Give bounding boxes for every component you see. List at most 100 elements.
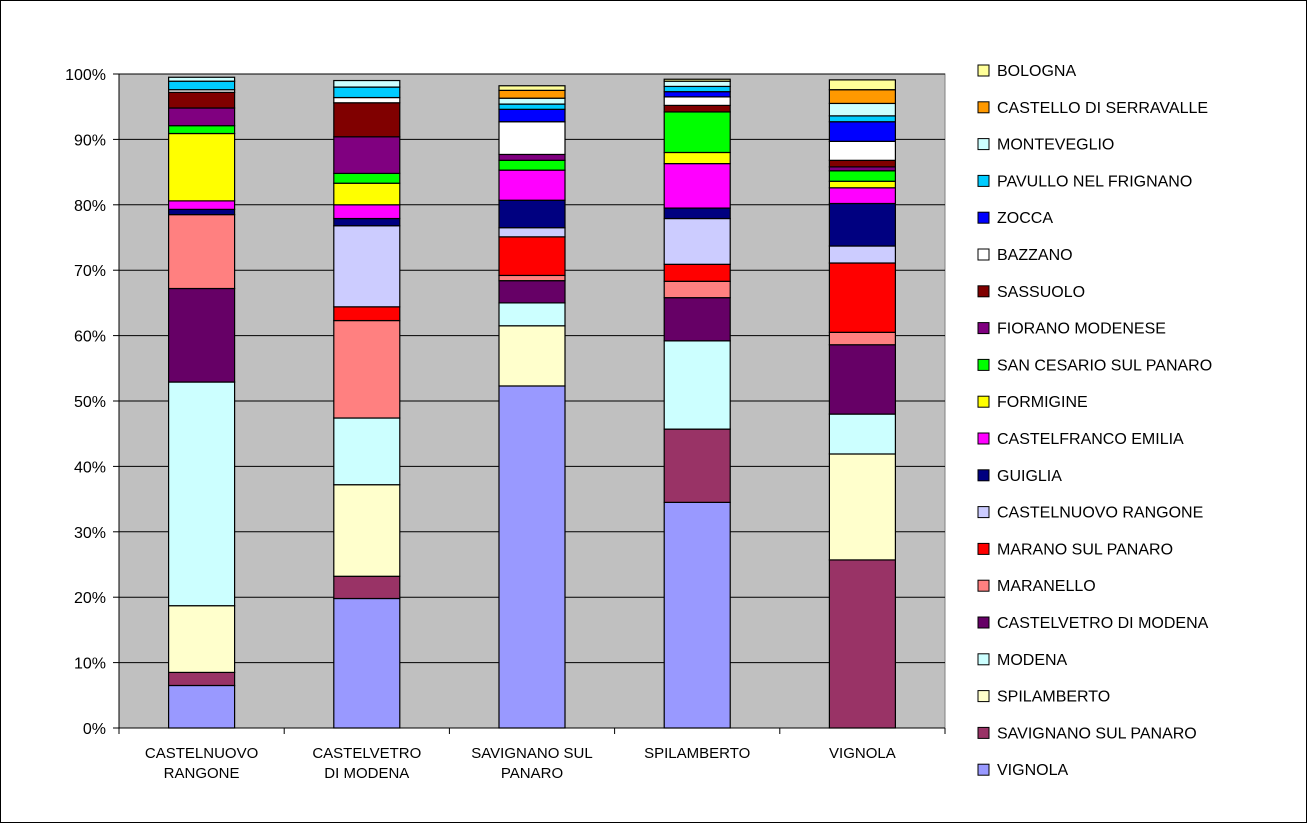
legend-swatch xyxy=(977,358,990,371)
legend-swatch xyxy=(977,579,990,592)
bar-segment xyxy=(333,172,401,184)
bar-segment xyxy=(498,85,566,91)
bar-segment xyxy=(663,428,731,503)
legend-swatch xyxy=(977,211,990,224)
bar-stack xyxy=(828,79,897,729)
y-tick-label: 90% xyxy=(74,132,106,149)
bar-segment xyxy=(168,605,236,674)
legend-item: VIGNOLA xyxy=(977,762,1068,779)
legend-label: SPILAMBERTO xyxy=(997,689,1110,706)
x-tick-label: CASTELNUOVO xyxy=(145,745,258,762)
legend-swatch xyxy=(977,432,990,445)
bar-segment xyxy=(168,132,236,202)
bar-segment xyxy=(333,306,401,322)
bar-segment xyxy=(663,80,731,88)
bar-segment xyxy=(828,202,897,247)
bar-segment xyxy=(828,245,897,264)
y-tick-label: 0% xyxy=(83,721,106,738)
bar-segment xyxy=(828,413,897,455)
bar-segment xyxy=(828,159,897,168)
bar-segment xyxy=(333,319,401,419)
bar-segment xyxy=(333,217,401,227)
bar-segment xyxy=(663,263,731,282)
legend-swatch xyxy=(977,542,990,555)
legend-swatch xyxy=(977,138,990,151)
bar-segment xyxy=(828,262,897,333)
legend-label: SASSUOLO xyxy=(997,284,1085,301)
y-tick-label: 60% xyxy=(74,329,106,346)
bar-segment xyxy=(168,684,236,729)
bar-segment xyxy=(663,217,731,265)
bar-segment xyxy=(333,79,401,88)
bar-segment xyxy=(828,344,897,415)
legend-label: CASTELLO DI SERRAVALLE xyxy=(997,100,1208,117)
legend-swatch xyxy=(977,322,990,335)
bar-segment xyxy=(663,297,731,342)
bar-segment xyxy=(498,169,566,201)
x-tick-label: PANARO xyxy=(501,765,563,782)
y-axis: 0% 10% 20% 30% 40% 50% 60% 70% 80% 90% 100% xyxy=(65,67,120,738)
legend-swatch xyxy=(977,616,990,629)
legend-swatch xyxy=(977,653,990,666)
legend-item: FORMIGINE xyxy=(977,394,1088,411)
bar-segment xyxy=(168,76,236,82)
legend-item: SAN CESARIO SUL PANARO xyxy=(977,357,1212,374)
legend-label: FORMIGINE xyxy=(997,394,1088,411)
bar-segment xyxy=(663,96,731,106)
legend-label: BOLOGNA xyxy=(997,63,1076,80)
bar-segment xyxy=(333,136,401,175)
bar-stack xyxy=(498,85,566,729)
bar-segment xyxy=(498,236,566,277)
bar-segment xyxy=(168,80,236,91)
y-tick-label: 10% xyxy=(74,656,106,673)
bar-segment xyxy=(168,671,236,687)
bar-segment xyxy=(333,417,401,486)
y-tick-label: 70% xyxy=(74,263,106,280)
bar-segment xyxy=(498,153,566,161)
legend-swatch xyxy=(977,763,990,776)
legend-label: BAZZANO xyxy=(997,247,1073,264)
bar-segment xyxy=(498,274,566,282)
bar-stack xyxy=(663,78,731,729)
x-axis: CASTELNUOVO RANGONE CASTELVETRO DI MODENA SA… xyxy=(118,727,946,782)
bar-segment xyxy=(498,199,566,229)
legend-label: MONTEVEGLIO xyxy=(997,137,1114,154)
bar-segment xyxy=(168,91,236,109)
legend-swatch xyxy=(977,248,990,261)
legend-item: SASSUOLO xyxy=(977,284,1085,301)
bar-segment xyxy=(828,89,897,105)
legend-item: BOLOGNA xyxy=(977,63,1076,80)
bar-segment xyxy=(168,287,236,383)
bar-segment xyxy=(168,214,236,290)
legend: BOLOGNA CASTELLO DI SERRAVALLE MONTEVEGLIO… xyxy=(977,63,1212,779)
bar-segment xyxy=(663,207,731,220)
bar-segment xyxy=(828,140,897,161)
bar-segment xyxy=(498,302,566,327)
bar-segment xyxy=(333,225,401,308)
legend-swatch xyxy=(977,285,990,298)
legend-item: GUIGLIA xyxy=(977,468,1062,485)
bar-segment xyxy=(333,575,401,600)
legend-label: SAN CESARIO SUL PANARO xyxy=(997,357,1212,374)
legend-item: CASTELLO DI SERRAVALLE xyxy=(977,100,1208,117)
legend-swatch xyxy=(977,726,990,739)
bar-stack xyxy=(333,79,401,729)
legend-label: MARANELLO xyxy=(997,578,1096,595)
legend-label: CASTELFRANCO EMILIA xyxy=(997,431,1184,448)
x-tick-label: DI MODENA xyxy=(324,765,409,782)
legend-swatch xyxy=(977,395,990,408)
bar-segment xyxy=(828,170,897,182)
bar-segment xyxy=(333,96,401,104)
legend-item: MARANELLO xyxy=(977,578,1096,595)
bar-segment xyxy=(663,280,731,299)
bar-segment xyxy=(498,159,566,171)
legend-label: VIGNOLA xyxy=(997,762,1068,779)
bar-segment xyxy=(663,111,731,154)
bar-segment xyxy=(498,108,566,123)
bar-segment xyxy=(168,107,236,127)
bar-segment xyxy=(663,85,731,93)
legend-swatch xyxy=(977,469,990,482)
bar-segment xyxy=(333,182,401,206)
bar-segment xyxy=(828,453,897,561)
